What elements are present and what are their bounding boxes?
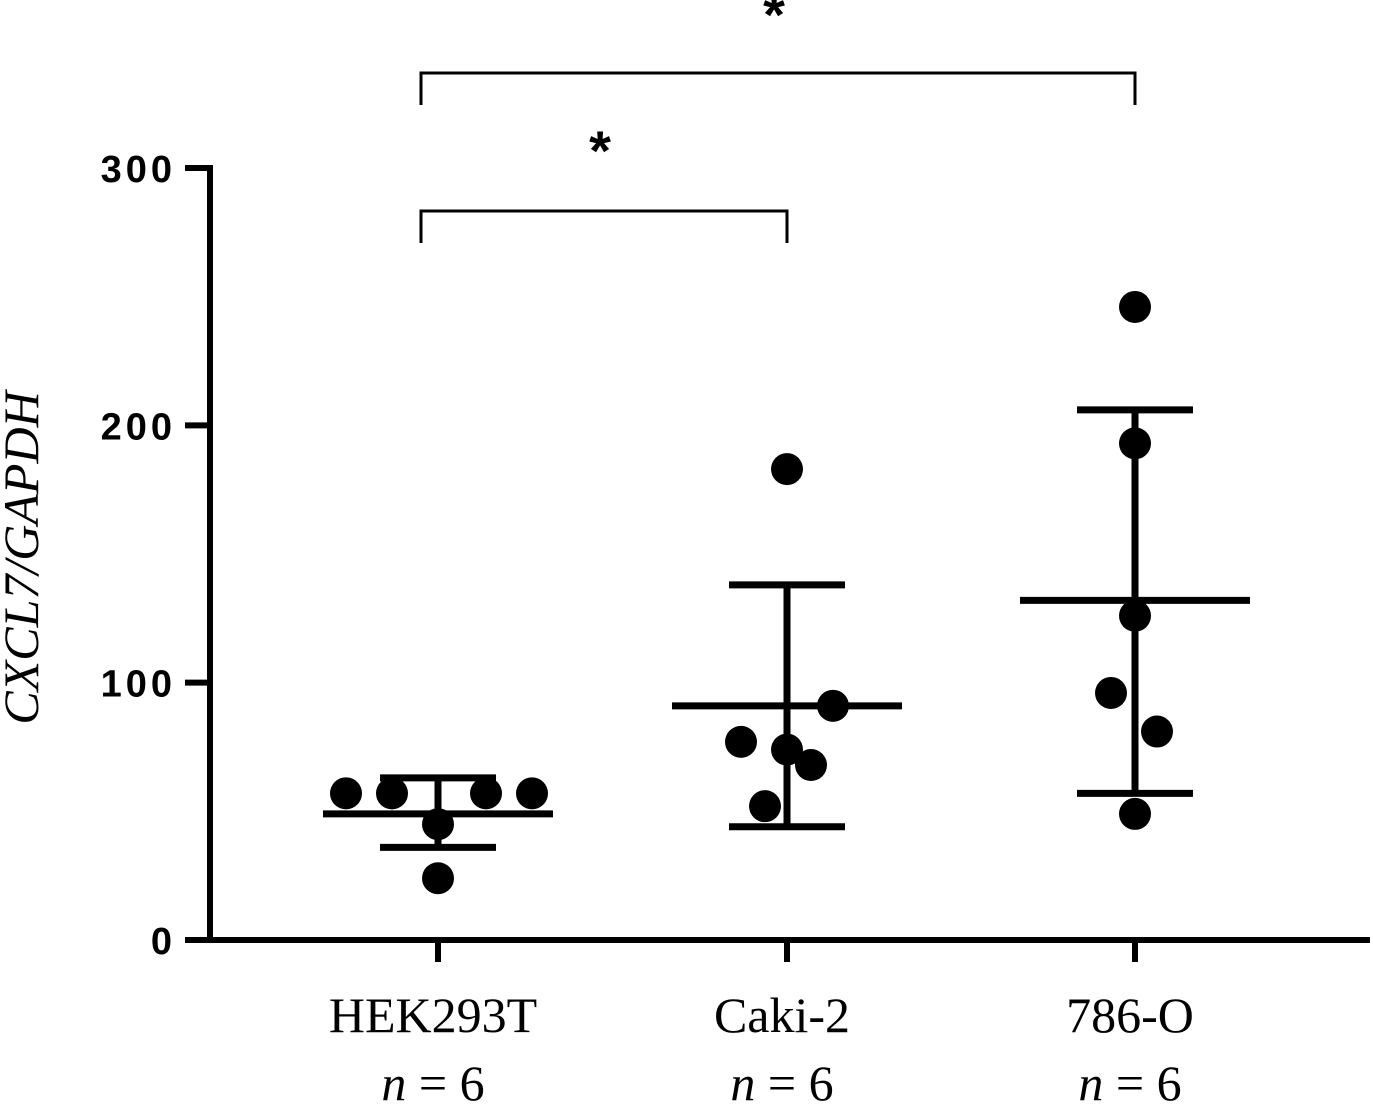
y-tick-label: 300 — [101, 149, 176, 191]
data-point — [795, 749, 827, 782]
data-point — [771, 453, 803, 486]
chart-marks — [323, 71, 1250, 895]
sample-size-label: n = 6 — [730, 1055, 833, 1106]
significance-bracket — [419, 209, 789, 243]
y-tick-label: 200 — [101, 406, 176, 448]
data-point — [725, 725, 757, 758]
data-point — [1119, 290, 1151, 323]
chart-labels: 0 100 200 300 HEK293T n = 6 Caki-2 n = 6 786-O n … — [101, 0, 1194, 1106]
sample-size-label: n = 6 — [1078, 1055, 1181, 1106]
sample-size-label: n = 6 — [381, 1055, 484, 1106]
data-point — [376, 777, 408, 810]
data-point — [470, 777, 502, 810]
y-tick-label: 0 — [151, 921, 176, 963]
data-point — [1119, 797, 1151, 830]
significance-bracket — [419, 71, 1137, 105]
data-point — [749, 790, 781, 823]
significance-star: * — [763, 0, 785, 46]
data-point — [1095, 676, 1127, 709]
data-point — [1141, 715, 1173, 748]
data-point — [516, 777, 548, 810]
data-point — [422, 862, 454, 895]
y-axis-title: CXCL7/GAPDH — [0, 388, 49, 724]
x-tick-label: 786-O — [1066, 987, 1194, 1043]
y-tick-label: 100 — [101, 664, 176, 706]
significance-star: * — [589, 119, 611, 182]
x-tick-label: Caki-2 — [714, 987, 850, 1043]
axes — [185, 165, 1370, 962]
x-tick-label: HEK293T — [329, 987, 537, 1043]
data-point — [330, 777, 362, 810]
